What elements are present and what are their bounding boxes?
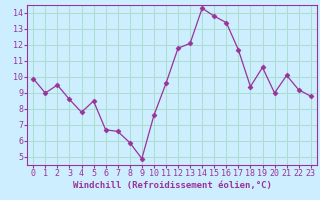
X-axis label: Windchill (Refroidissement éolien,°C): Windchill (Refroidissement éolien,°C) [73,181,271,190]
